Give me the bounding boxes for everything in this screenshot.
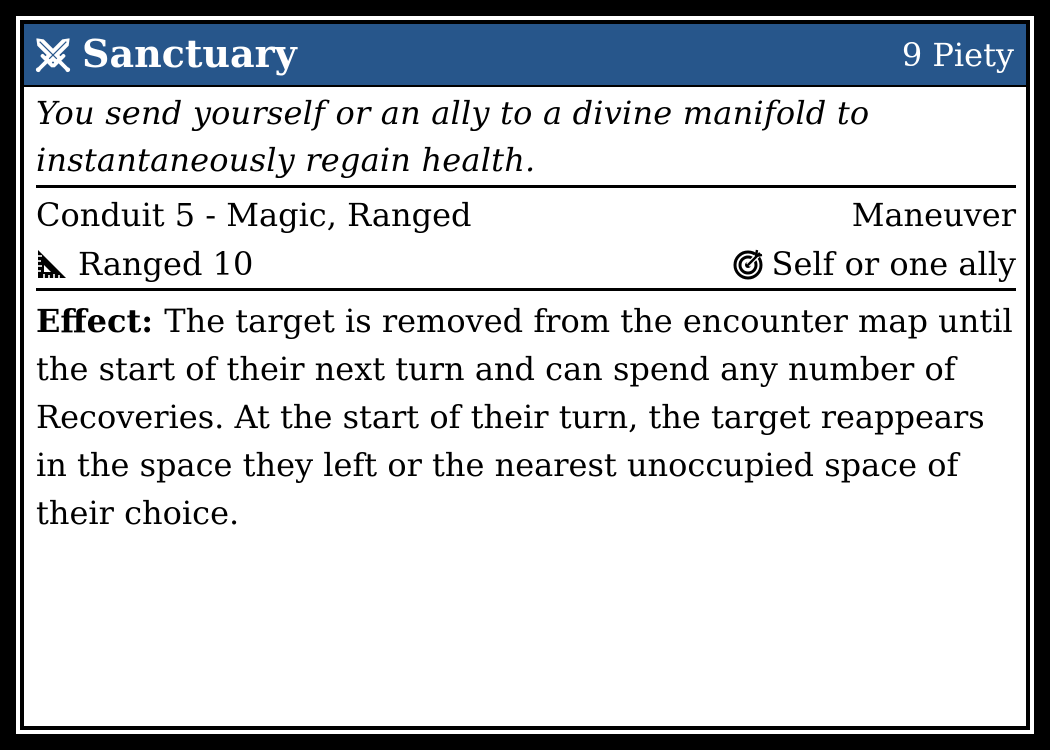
ability-title: Sanctuary <box>82 31 297 76</box>
effect-section: Effect: The target is removed from the e… <box>36 297 1021 537</box>
set-square-ruler-icon <box>38 250 66 278</box>
ability-cost: 9 Piety <box>901 36 1014 74</box>
effect-label: Effect: <box>36 302 165 340</box>
distance-value: Ranged 10 <box>78 245 254 283</box>
target-icon <box>733 249 763 280</box>
card-header: Sanctuary 9 Piety <box>24 24 1026 87</box>
distance-group: Ranged 10 <box>36 241 253 287</box>
action-type: Maneuver <box>851 196 1016 234</box>
target-value: Self or one ally <box>771 245 1016 283</box>
flavor-text: You send yourself or an ally to a divine… <box>36 94 870 179</box>
ability-keywords: Conduit 5 - Magic, Ranged <box>36 196 472 234</box>
divider <box>36 185 1016 188</box>
crossed-swords-icon <box>35 38 71 73</box>
target-group: Self or one ally <box>732 241 1016 287</box>
range-target-row: Ranged 10 Self or one ally <box>36 241 1016 287</box>
ability-card: Sanctuary 9 Piety You send yourself or a… <box>20 20 1030 730</box>
effect-text: The target is removed from the encounter… <box>36 302 1013 532</box>
keywords-row: Conduit 5 - Magic, Ranged Maneuver <box>36 192 1016 238</box>
divider <box>36 288 1016 291</box>
